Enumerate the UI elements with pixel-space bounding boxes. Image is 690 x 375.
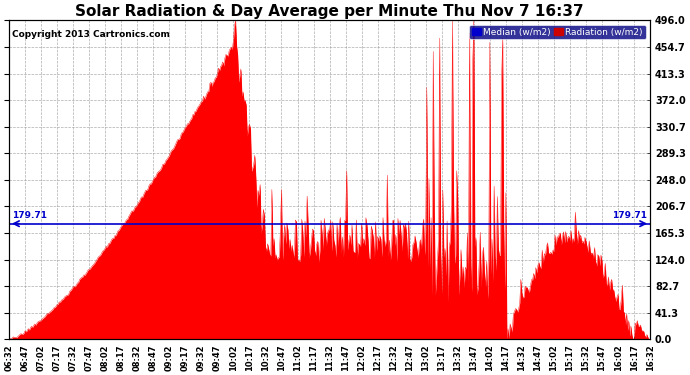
Text: 179.71: 179.71 [612, 211, 647, 220]
Text: 179.71: 179.71 [12, 211, 47, 220]
Legend: Median (w/m2), Radiation (w/m2): Median (w/m2), Radiation (w/m2) [469, 25, 646, 39]
Text: Copyright 2013 Cartronics.com: Copyright 2013 Cartronics.com [12, 30, 170, 39]
Title: Solar Radiation & Day Average per Minute Thu Nov 7 16:37: Solar Radiation & Day Average per Minute… [75, 4, 584, 19]
